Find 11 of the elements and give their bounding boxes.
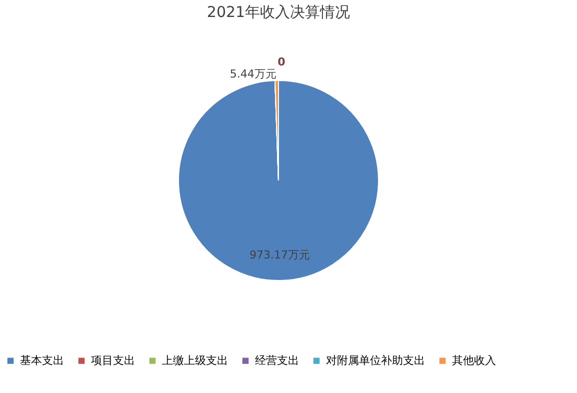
legend-label: 其他收入 — [452, 354, 496, 367]
pie-slice — [178, 80, 379, 281]
legend-label: 基本支出 — [20, 354, 64, 367]
chart-title: 2021年收入决算情况 — [206, 3, 350, 21]
legend-label: 项目支出 — [91, 354, 135, 367]
legend-label: 上缴上级支出 — [162, 354, 228, 367]
data-label: 973.17万元 — [250, 248, 310, 262]
legend-label: 经营支出 — [255, 354, 299, 367]
text: 0 — [278, 56, 286, 68]
legend-label: 对附属单位补助支出 — [326, 354, 425, 367]
data-label: 5.44万元 — [230, 68, 276, 81]
